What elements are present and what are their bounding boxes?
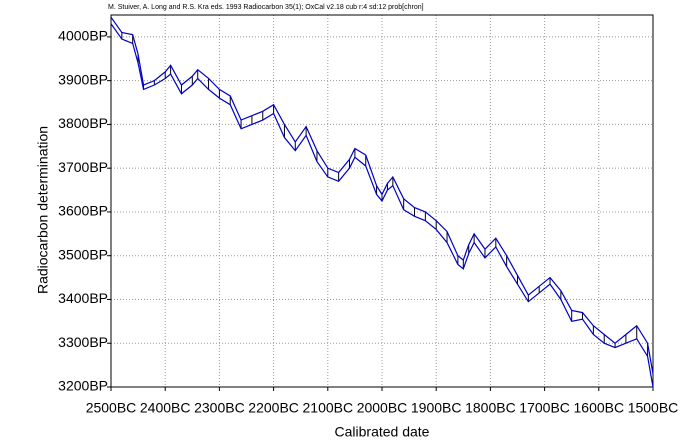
y-tick-label: 3900BP bbox=[58, 71, 108, 87]
y-tick-label: 3700BP bbox=[58, 159, 108, 175]
x-axis-label: Calibrated date bbox=[335, 424, 430, 440]
x-tick-label: 2300BC bbox=[194, 400, 245, 416]
x-tick-label: 2000BC bbox=[357, 400, 408, 416]
y-tick-label: 3800BP bbox=[58, 115, 108, 131]
y-tick-label: 3500BP bbox=[58, 246, 108, 262]
x-tick-label: 1700BC bbox=[519, 400, 570, 416]
x-tick-label: 2100BC bbox=[303, 400, 354, 416]
curve bbox=[110, 16, 654, 374]
x-tick-label: 2400BC bbox=[140, 400, 191, 416]
y-axis-label: Radiocarbon determination bbox=[35, 126, 51, 294]
y-tick-label: 3300BP bbox=[58, 334, 108, 350]
plot-frame bbox=[110, 14, 654, 388]
x-tick-label: 1800BC bbox=[465, 400, 516, 416]
x-tick-label: 1500BC bbox=[628, 400, 679, 416]
x-tick-label: 1900BC bbox=[411, 400, 462, 416]
x-tick-label: 1600BC bbox=[574, 400, 625, 416]
y-tick-label: 3600BP bbox=[58, 203, 108, 219]
chart-title: M. Stuiver, A. Long and R.S. Kra eds. 19… bbox=[108, 4, 424, 11]
x-tick-label: 2200BC bbox=[248, 400, 299, 416]
y-tick-label: 4000BP bbox=[58, 28, 108, 44]
y-tick-label: 3400BP bbox=[58, 290, 108, 306]
y-tick-label: 3200BP bbox=[58, 378, 108, 394]
x-tick-label: 2500BC bbox=[86, 400, 137, 416]
curve bbox=[110, 23, 654, 388]
